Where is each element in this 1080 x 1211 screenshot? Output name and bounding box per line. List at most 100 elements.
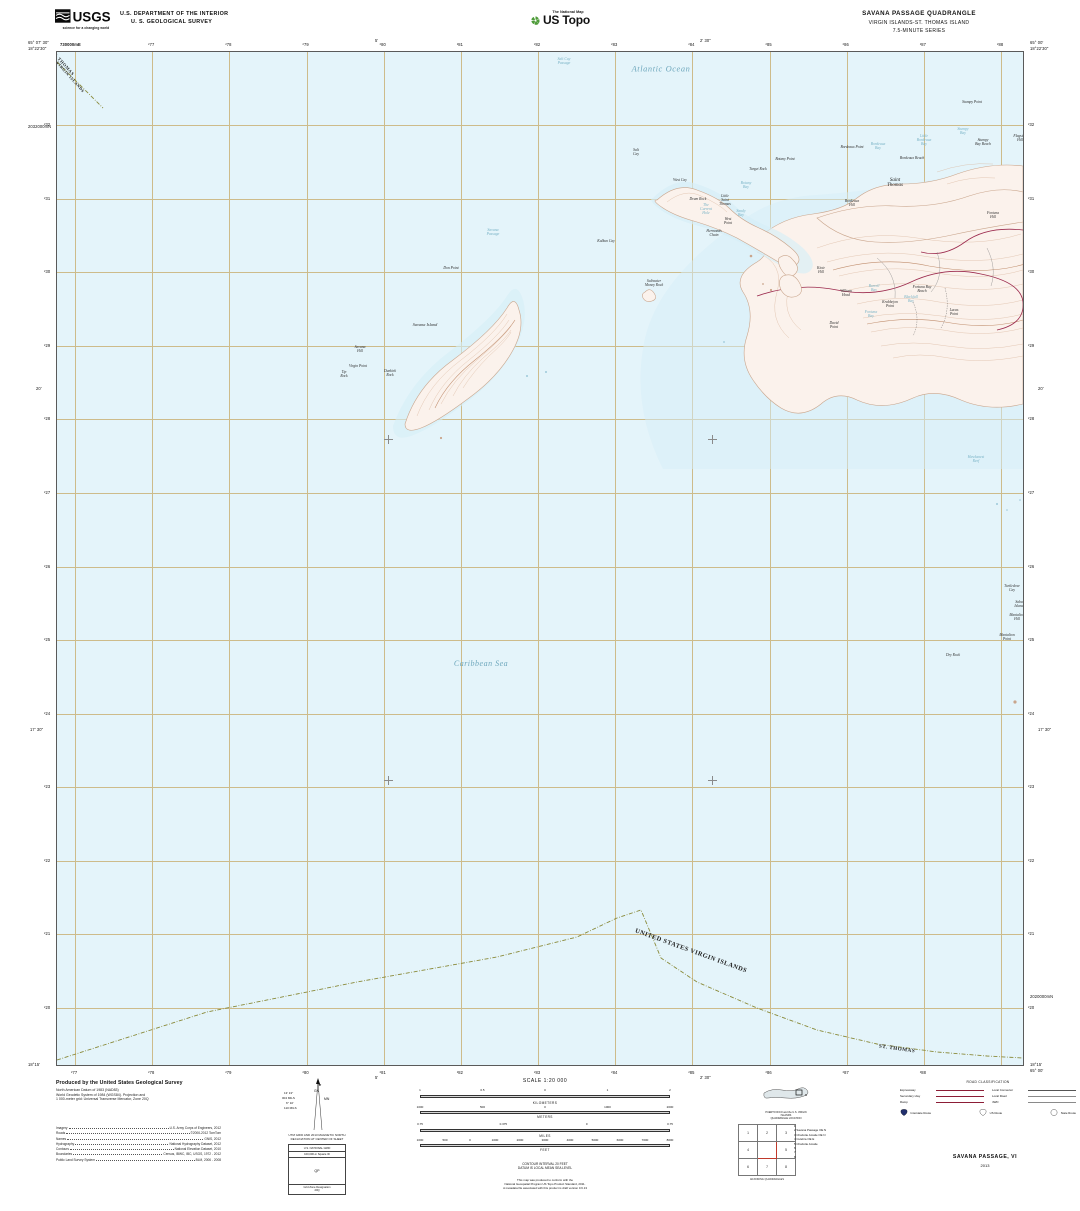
graticule-tick-left: ²23 [44,784,51,790]
feature-label: Botany Point [775,157,795,162]
feature-label: Turtledove Cay [1004,584,1020,592]
meters-bar: 1000 500 0 1000 2000 [400,1105,690,1115]
credit-key: Boundaries [56,1152,73,1157]
graticule-tick-left: ²30 [44,269,51,275]
production-credit: Produced by the United States Geological… [56,1080,183,1102]
road-class-swatch [936,1101,984,1103]
feature-label: Lucas Point [949,308,959,316]
grid-vertical [384,52,385,1065]
route-shield-label: Interstate Route [910,1110,932,1115]
credit-value: National Elevation Dataset, 2010 [174,1147,221,1152]
graticule-tick-bottom: ²79 [225,1070,232,1075]
graticule-cross-1 [384,435,393,444]
grid-horizontal [57,272,1023,273]
corner-label-top-left-lon: 65° 07' 30" [28,40,49,45]
corner-label-top-left-lat: 18°22'30" [28,46,47,51]
lat-minute-left-20: 20' [36,386,42,391]
graticule-tick-bottom: ²83 [534,1070,541,1075]
graticule-tick-right: ²31 [1028,195,1035,201]
credit-value: U.S. Army Corps of Engineers, 2012 [169,1126,221,1130]
adjoining-list-item: 4 Culebra OE E [794,1137,815,1142]
road-class-left-column: Expressway Secondary Hwy Ramp [900,1087,984,1105]
water-label: Stumpy Bay [957,127,969,135]
credit-row: Imagery U.S. Army Corps of Engineers, 201… [56,1125,221,1130]
map-canvas[interactable]: Atlantic Ocean Caribbean Sea Savana Passag… [57,52,1023,1065]
lat-minute-right-20: 20' [1038,386,1044,391]
graticule-tick-right: ²26 [1028,563,1035,569]
adjoining-cell: 8 [776,1158,796,1176]
adjoining-caption: ADJOINING QUADRANGLES [749,1177,785,1181]
grid-vertical [152,52,153,1065]
water-label: The Current Hole [700,203,712,215]
svg-text:MN: MN [324,1097,330,1101]
adjoining-list-item: 2 Savana Passage OE N [794,1128,827,1133]
credit-key: Hydrography [56,1141,75,1146]
graticule-tick-bottom: ²77 [71,1070,78,1075]
map-body[interactable]: Atlantic Ocean Caribbean Sea Savana Passag… [56,51,1024,1066]
feature-label: Dry Rock [945,653,961,658]
feature-label: Kalkun Cay [597,239,615,244]
credit-key: Public Land Survey System [56,1157,95,1162]
road-class-label: 4WD [992,1100,999,1104]
reef-symbols [723,341,1021,511]
road-class-label: Local Connector [992,1088,1014,1092]
usng-sub: 100,000-m Square ID [289,1152,345,1159]
grid-horizontal [57,567,1023,568]
feature-label: Drum Rock [689,197,707,202]
miles-unit: MILES [539,1133,551,1138]
graticule-tick-top: ²87 [919,42,927,47]
water-label: Caribbean Sea [453,658,509,668]
us-topo-text: US Topo [542,13,591,27]
road-class-swatch [1028,1095,1076,1097]
graticule-tick-bottom: ²87 [842,1070,849,1075]
graticule-tick-left: ²31 [44,195,51,201]
scale-bar-label: 2000 [666,1104,674,1109]
graticule-tick-top: ²78 [225,42,232,47]
feature-label: Hermonds Chain [706,229,722,237]
grid-horizontal [57,199,1023,200]
scale-bar-label: 1000 [491,1137,499,1142]
route-shield-legend: Interstate Route US Route State Route [900,1109,1076,1116]
adjoining-list-item: 7 [794,1150,796,1155]
credit-key: Roads [56,1131,66,1136]
usng-square-id: QP [289,1158,345,1186]
corner-label-bottom-right-lon: 65° 00' [1030,1068,1044,1073]
utm-northing-top-left: 2032000mN [28,124,52,129]
feature-label: Dunkirk Rock [383,369,397,377]
graticule-tick-bottom: ²78 [148,1070,155,1075]
data-source-credits: Imagery U.S. Army Corps of Engineers, 201… [56,1125,221,1162]
kilometers-unit: KILOMETERS [532,1100,558,1105]
feature-label: Salt Cay [633,148,639,156]
kilometers-bar: 1 0.5 0 1 2 [400,1088,690,1100]
corner-label-bottom-right-lat: 18°15' [1030,1062,1043,1067]
scale-bar-label: 8000 [666,1137,674,1142]
road-class-row: Ramp [900,1099,984,1105]
water-label: Atlantic Ocean [631,64,691,74]
svg-text:USGS: USGS [73,10,111,25]
graticule-tick-left: ²27 [44,489,51,495]
corner-label-top-right-lon: 65° 00' [1030,40,1044,45]
credit-dots [68,1125,169,1129]
graticule-tick-right: ²30 [1028,269,1035,275]
graticule-tick-right: ²25 [1028,637,1035,643]
road-class-right-column: Local Connector Local Road 4WD [992,1087,1076,1105]
feature-label: Stumpy Bay Beach [975,138,991,146]
vertical-datum-text: DATUM IS LOCAL MEAN SEA LEVEL [517,1166,573,1171]
scale-bar-label: 1000 [604,1104,611,1109]
lat-minute-left-1730: 17' 30" [30,727,44,732]
scale-bar-label: 1000 [416,1137,424,1142]
contour-interval: CONTOUR INTERVAL 20 FEET DATUM IS LOCAL … [400,1162,690,1170]
grid-horizontal [57,861,1023,862]
state-shield-icon [1051,1109,1058,1116]
adjoining-cell: 2 [757,1124,777,1142]
svg-text:13' 13": 13' 13" [284,1091,293,1095]
feature-label: West Point [724,217,732,225]
graticule-tick-top: ²82 [534,42,541,47]
credit-dots [66,1130,190,1135]
feature-label: Mantalton Hill [1009,613,1023,621]
water-label: Burrell Bay [868,284,880,292]
road-class-swatch [1028,1089,1076,1091]
contour-interval-text: CONTOUR INTERVAL 20 FEET [522,1162,568,1166]
grid-vertical [615,52,616,1065]
